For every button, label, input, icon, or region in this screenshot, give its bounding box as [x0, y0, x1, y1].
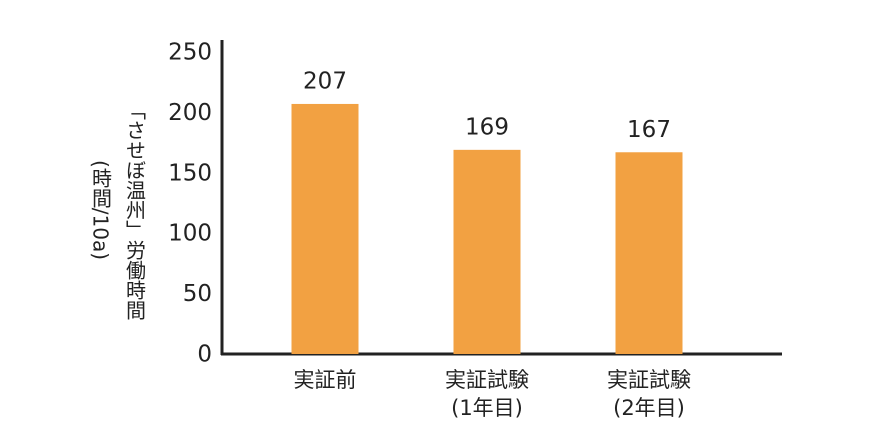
value-label: 167: [627, 117, 671, 143]
bar: [615, 152, 683, 354]
bar: [453, 149, 521, 354]
value-label: 207: [303, 68, 347, 94]
y-tick-label: 0: [197, 342, 212, 368]
y-tick-label: 100: [168, 221, 212, 247]
y-tick-label: 200: [168, 100, 212, 126]
y-tick-label: 150: [168, 160, 212, 186]
x-tick-label: 実証試験(2年目): [607, 368, 691, 420]
x-tick-label: 実証試験(1年目): [445, 368, 529, 420]
y-tick-label: 50: [183, 281, 212, 307]
y-axis-label: 「させぼ温州」労働時間(時間/10a): [89, 100, 147, 320]
value-label: 169: [465, 114, 509, 140]
x-tick-label: 実証前: [294, 368, 357, 392]
y-tick-label: 250: [168, 40, 212, 66]
bar: [291, 103, 359, 354]
